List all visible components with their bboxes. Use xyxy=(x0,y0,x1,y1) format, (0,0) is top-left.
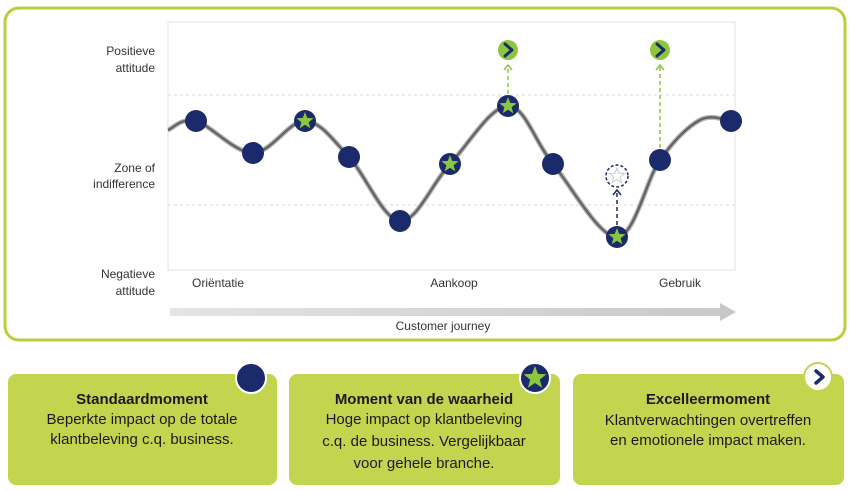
legend-text: Hoge impact op klantbeleving xyxy=(326,411,523,428)
legend-text: Klantverwachtingen overtreffen xyxy=(605,412,812,429)
y-label: attitude xyxy=(116,61,156,75)
y-label: Zone of xyxy=(114,161,155,175)
phase-label: Oriëntatie xyxy=(192,276,244,290)
potential-dot xyxy=(605,164,629,188)
star xyxy=(296,112,314,129)
phase-label: Gebruik xyxy=(659,276,702,290)
chevron xyxy=(814,369,825,385)
star xyxy=(608,228,626,245)
legend-text: voor gehele branche. xyxy=(354,455,495,472)
legend-text: c.q. de business. Vergelijkbaar xyxy=(322,433,525,450)
legend-text: Beperkte impact op de totale xyxy=(47,411,238,428)
y-label: attitude xyxy=(116,284,156,298)
potential-star xyxy=(608,166,626,184)
legend-text: klantbeleving c.q. business. xyxy=(50,431,233,448)
phase-label: Aankoop xyxy=(430,276,478,290)
legend-title: Excelleermoment xyxy=(646,391,770,408)
star xyxy=(441,155,459,172)
legend-box xyxy=(289,374,560,485)
excel-icon xyxy=(803,362,833,392)
moment-dot xyxy=(235,362,267,394)
legend-box xyxy=(573,374,844,485)
journey-arrow xyxy=(170,303,736,321)
legend-box xyxy=(8,374,277,485)
moment-dot xyxy=(338,146,360,168)
star xyxy=(499,97,517,114)
chevron xyxy=(655,42,666,58)
moment-dot xyxy=(720,110,742,132)
y-label: indifference xyxy=(93,177,155,191)
legend-text: en emotionele impact maken. xyxy=(610,432,806,449)
legend-title: Standaardmoment xyxy=(76,391,208,408)
chevron xyxy=(503,42,514,58)
arrow-head xyxy=(655,63,665,71)
arrow-head xyxy=(612,188,622,196)
arrow-head xyxy=(503,63,513,71)
x-axis-label: Customer journey xyxy=(396,319,491,333)
y-label: Positieve xyxy=(106,44,155,58)
moment-dot xyxy=(542,153,564,175)
moment-dot xyxy=(242,142,264,164)
star xyxy=(523,366,547,388)
plot-area xyxy=(167,21,736,271)
legend-title: Moment van de waarheid xyxy=(335,391,513,408)
moment-dot xyxy=(649,149,671,171)
y-label: Negatieve xyxy=(101,267,155,281)
excel-dot xyxy=(650,40,670,60)
moment-dot xyxy=(185,110,207,132)
moment-dot xyxy=(389,210,411,232)
excel-dot xyxy=(498,40,518,60)
